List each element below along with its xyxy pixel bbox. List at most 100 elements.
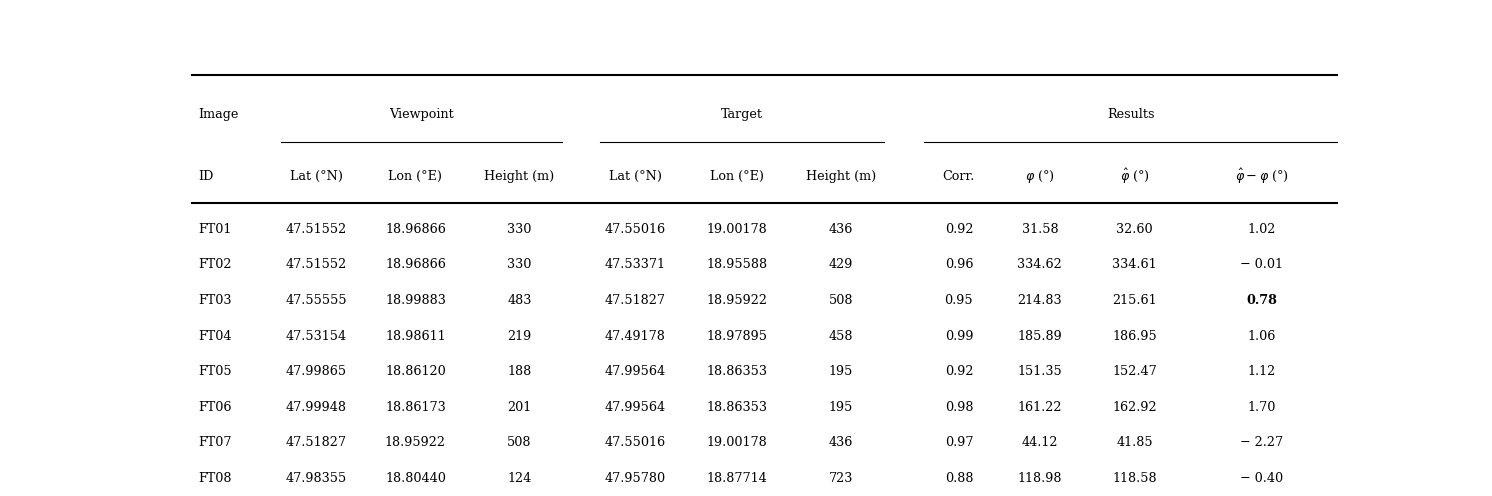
Text: Lat (°N): Lat (°N) [609,170,661,183]
Text: FT03: FT03 [198,294,231,307]
Text: 47.49178: 47.49178 [604,329,665,343]
Text: 44.12: 44.12 [1022,436,1058,449]
Text: 19.00178: 19.00178 [707,223,767,236]
Text: 215.61: 215.61 [1113,294,1156,307]
Text: 508: 508 [828,294,853,307]
Text: 1.12: 1.12 [1247,365,1276,378]
Text: 18.86353: 18.86353 [706,365,767,378]
Text: 47.55555: 47.55555 [285,294,346,307]
Text: 18.98611: 18.98611 [385,329,446,343]
Text: 188: 188 [507,365,531,378]
Text: 47.53154: 47.53154 [285,329,346,343]
Text: 436: 436 [828,436,853,449]
Text: 0.92: 0.92 [944,365,973,378]
Text: − 2.27: − 2.27 [1240,436,1283,449]
Text: 214.83: 214.83 [1018,294,1062,307]
Text: Lat (°N): Lat (°N) [289,170,343,183]
Text: 19.00178: 19.00178 [707,436,767,449]
Text: 0.92: 0.92 [944,223,973,236]
Text: 47.51827: 47.51827 [285,436,346,449]
Text: 18.86353: 18.86353 [706,401,767,414]
Text: FT05: FT05 [198,365,231,378]
Text: Corr.: Corr. [943,170,976,183]
Text: − 0.40: − 0.40 [1240,472,1283,485]
Text: 0.97: 0.97 [944,436,973,449]
Text: 41.85: 41.85 [1116,436,1153,449]
Text: 18.95922: 18.95922 [706,294,767,307]
Text: FT08: FT08 [198,472,231,485]
Text: 330: 330 [507,258,531,271]
Text: $\hat{\varphi}-\varphi$ (°): $\hat{\varphi}-\varphi$ (°) [1235,167,1289,186]
Text: 32.60: 32.60 [1116,223,1153,236]
Text: 18.96866: 18.96866 [385,258,446,271]
Text: 195: 195 [828,365,853,378]
Text: FT02: FT02 [198,258,231,271]
Text: 47.55016: 47.55016 [604,436,665,449]
Text: Height (m): Height (m) [806,170,876,183]
Text: 47.51552: 47.51552 [285,258,346,271]
Text: 508: 508 [507,436,531,449]
Text: 334.61: 334.61 [1113,258,1156,271]
Text: 18.86173: 18.86173 [385,401,446,414]
Text: Target: Target [721,109,762,122]
Text: 118.58: 118.58 [1113,472,1156,485]
Text: $\hat{\varphi}$ (°): $\hat{\varphi}$ (°) [1119,167,1150,186]
Text: 47.99564: 47.99564 [604,365,665,378]
Text: 1.06: 1.06 [1247,329,1276,343]
Text: 330: 330 [507,223,531,236]
Text: Image: Image [198,109,239,122]
Text: 162.92: 162.92 [1113,401,1156,414]
Text: $\varphi$ (°): $\varphi$ (°) [1025,168,1055,185]
Text: 1.02: 1.02 [1247,223,1276,236]
Text: 47.51552: 47.51552 [285,223,346,236]
Text: Height (m): Height (m) [485,170,555,183]
Text: 47.53371: 47.53371 [604,258,665,271]
Text: 47.98355: 47.98355 [285,472,346,485]
Text: FT07: FT07 [198,436,231,449]
Text: Results: Results [1107,109,1155,122]
Text: 0.88: 0.88 [944,472,973,485]
Text: 118.98: 118.98 [1018,472,1062,485]
Text: 0.95: 0.95 [944,294,973,307]
Text: Lon (°E): Lon (°E) [710,170,764,183]
Text: 18.80440: 18.80440 [385,472,446,485]
Text: 152.47: 152.47 [1113,365,1156,378]
Text: 0.78: 0.78 [1246,294,1277,307]
Text: 18.95922: 18.95922 [385,436,446,449]
Text: 47.95780: 47.95780 [604,472,665,485]
Text: 47.55016: 47.55016 [604,223,665,236]
Text: FT01: FT01 [198,223,231,236]
Text: 47.99564: 47.99564 [604,401,665,414]
Text: 458: 458 [828,329,853,343]
Text: 151.35: 151.35 [1018,365,1062,378]
Text: 18.99883: 18.99883 [385,294,446,307]
Text: 18.97895: 18.97895 [706,329,767,343]
Text: 31.58: 31.58 [1022,223,1058,236]
Text: 429: 429 [828,258,853,271]
Text: 47.99948: 47.99948 [285,401,346,414]
Text: 18.86120: 18.86120 [385,365,446,378]
Text: 334.62: 334.62 [1018,258,1062,271]
Text: 0.98: 0.98 [944,401,973,414]
Text: 18.95588: 18.95588 [706,258,767,271]
Text: 0.99: 0.99 [944,329,973,343]
Text: Lon (°E): Lon (°E) [388,170,443,183]
Text: Viewpoint: Viewpoint [389,109,454,122]
Text: 185.89: 185.89 [1018,329,1062,343]
Text: 18.87714: 18.87714 [707,472,767,485]
Text: 201: 201 [507,401,531,414]
Text: 0.96: 0.96 [944,258,973,271]
Text: 219: 219 [507,329,531,343]
Text: 1.70: 1.70 [1247,401,1276,414]
Text: 436: 436 [828,223,853,236]
Text: − 0.01: − 0.01 [1240,258,1283,271]
Text: 723: 723 [828,472,853,485]
Text: FT06: FT06 [198,401,231,414]
Text: 47.99865: 47.99865 [285,365,346,378]
Text: ID: ID [198,170,213,183]
Text: 186.95: 186.95 [1113,329,1156,343]
Text: 18.96866: 18.96866 [385,223,446,236]
Text: 483: 483 [507,294,531,307]
Text: FT04: FT04 [198,329,231,343]
Text: 161.22: 161.22 [1018,401,1062,414]
